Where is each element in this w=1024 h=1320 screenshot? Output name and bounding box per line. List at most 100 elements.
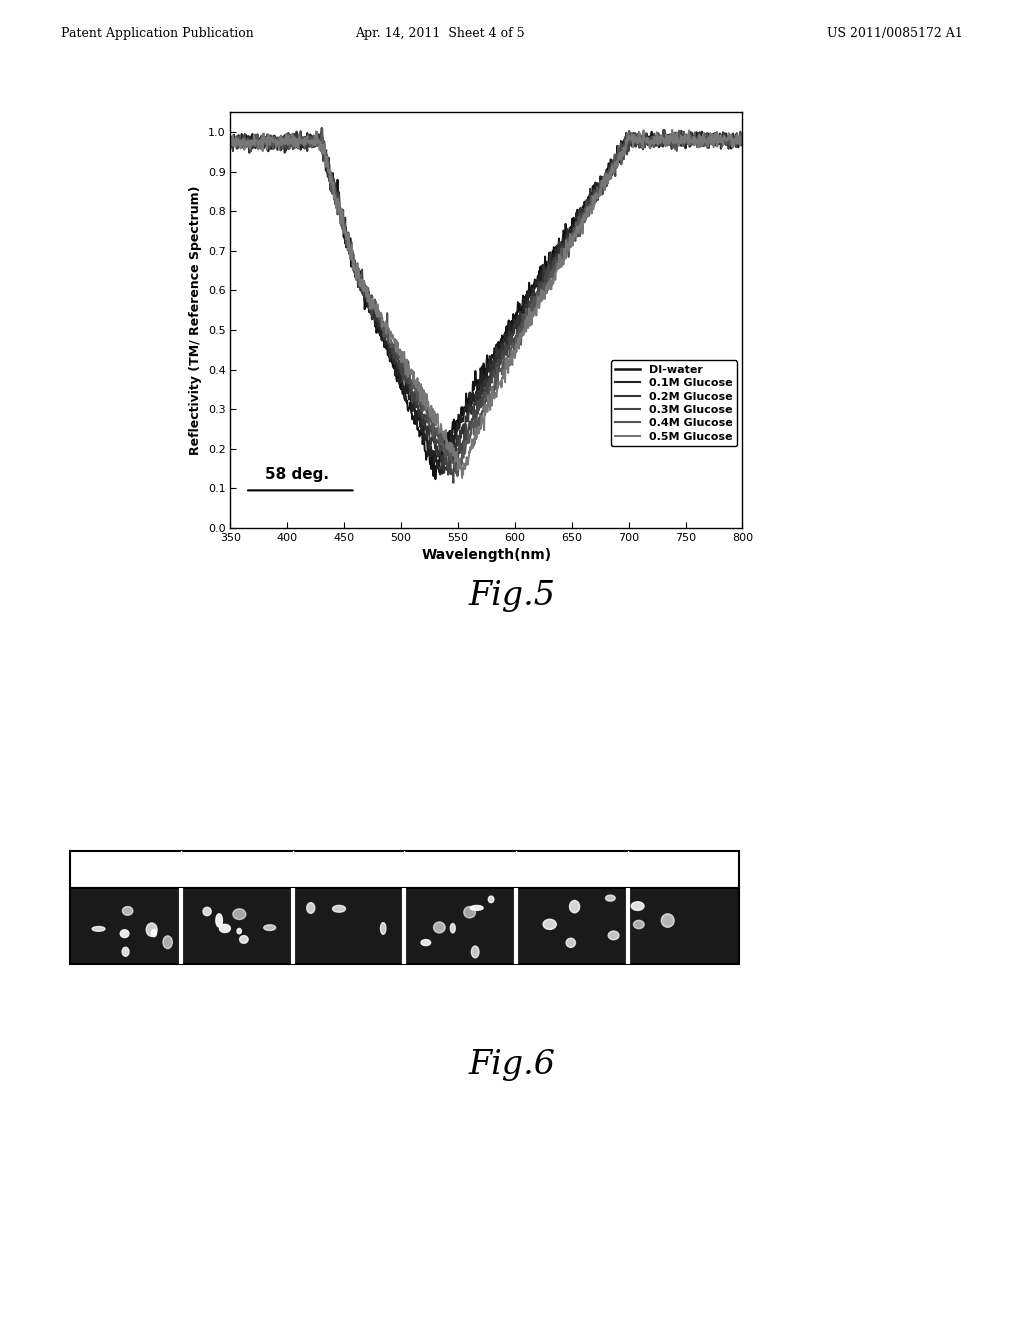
0.1M Glucose — [451, 429, 463, 445]
DI-water — [276, 135, 289, 150]
Ellipse shape — [264, 925, 275, 931]
Ellipse shape — [203, 907, 211, 916]
0.4M Glucose — [736, 129, 749, 145]
0.3M Glucose — [431, 434, 443, 450]
0.4M Glucose — [451, 466, 463, 482]
Text: Patent Application Publication: Patent Application Publication — [61, 26, 254, 40]
0.3M Glucose — [276, 132, 289, 148]
Ellipse shape — [569, 900, 580, 912]
Ellipse shape — [333, 906, 345, 912]
0.4M Glucose — [315, 120, 328, 136]
Text: US 2011/0085172 A1: US 2011/0085172 A1 — [826, 26, 963, 40]
Ellipse shape — [433, 921, 445, 933]
0.2M Glucose — [736, 137, 749, 153]
0.3M Glucose — [736, 137, 749, 153]
Ellipse shape — [451, 924, 456, 933]
0.2M Glucose — [432, 449, 444, 465]
Bar — [70, 888, 181, 964]
Ellipse shape — [470, 906, 483, 911]
Ellipse shape — [146, 923, 157, 936]
0.1M Glucose — [624, 131, 636, 147]
0.4M Glucose — [577, 209, 589, 224]
Text: 0.5M: 0.5M — [668, 863, 699, 876]
DI-water — [316, 120, 329, 136]
0.4M Glucose — [625, 125, 637, 141]
0.4M Glucose — [634, 136, 646, 152]
Ellipse shape — [662, 913, 674, 927]
Text: 0.4M: 0.4M — [556, 863, 588, 876]
0.5M Glucose — [276, 131, 289, 147]
0.1M Glucose — [224, 133, 237, 149]
0.1M Glucose — [736, 133, 749, 149]
DI-water — [451, 422, 463, 438]
0.3M Glucose — [657, 121, 670, 137]
DI-water — [429, 471, 441, 487]
0.5M Glucose — [736, 125, 749, 141]
0.5M Glucose — [577, 226, 589, 242]
Ellipse shape — [240, 936, 248, 944]
0.1M Glucose — [633, 127, 645, 143]
DI-water — [224, 132, 237, 148]
DI-water — [736, 129, 749, 145]
0.2M Glucose — [224, 137, 237, 153]
Ellipse shape — [488, 896, 494, 903]
0.5M Glucose — [450, 451, 462, 467]
Text: DI-water: DI-water — [96, 863, 155, 876]
Text: 0.3M: 0.3M — [444, 863, 476, 876]
Ellipse shape — [543, 919, 556, 929]
0.4M Glucose — [432, 420, 444, 436]
Bar — [181, 888, 293, 964]
DI-water — [577, 198, 589, 214]
0.3M Glucose — [577, 207, 589, 223]
Ellipse shape — [123, 907, 133, 915]
0.5M Glucose — [456, 470, 468, 486]
Text: 0.1M: 0.1M — [221, 863, 253, 876]
0.5M Glucose — [666, 121, 678, 137]
0.5M Glucose — [224, 137, 237, 153]
Text: Fig.6: Fig.6 — [469, 1049, 555, 1081]
Ellipse shape — [566, 939, 575, 948]
0.3M Glucose — [633, 129, 645, 145]
Bar — [628, 888, 739, 964]
0.1M Glucose — [577, 206, 589, 222]
0.2M Glucose — [276, 131, 289, 147]
Line: 0.5M Glucose: 0.5M Glucose — [230, 129, 742, 478]
0.1M Glucose — [434, 466, 446, 482]
Text: Fig.5: Fig.5 — [469, 579, 555, 611]
0.5M Glucose — [633, 132, 645, 148]
Ellipse shape — [464, 907, 475, 917]
Ellipse shape — [163, 936, 172, 949]
Ellipse shape — [152, 929, 157, 937]
Ellipse shape — [237, 928, 242, 933]
Text: 0.2M: 0.2M — [333, 863, 365, 876]
Legend: DI-water, 0.1M Glucose, 0.2M Glucose, 0.3M Glucose, 0.4M Glucose, 0.5M Glucose: DI-water, 0.1M Glucose, 0.2M Glucose, 0.… — [611, 360, 737, 446]
0.3M Glucose — [447, 475, 460, 491]
Ellipse shape — [421, 940, 431, 945]
Ellipse shape — [120, 929, 129, 937]
0.2M Glucose — [442, 467, 455, 483]
Line: 0.3M Glucose: 0.3M Glucose — [230, 129, 742, 483]
Ellipse shape — [605, 895, 615, 902]
0.5M Glucose — [624, 131, 636, 147]
0.5M Glucose — [431, 407, 443, 422]
Ellipse shape — [307, 903, 314, 913]
0.1M Glucose — [695, 124, 708, 140]
DI-water — [625, 137, 637, 153]
DI-water — [634, 132, 646, 148]
Bar — [293, 888, 404, 964]
0.1M Glucose — [431, 461, 443, 477]
0.2M Glucose — [577, 213, 589, 228]
0.2M Glucose — [451, 432, 463, 447]
0.4M Glucose — [224, 132, 237, 148]
0.3M Glucose — [624, 135, 636, 150]
Ellipse shape — [219, 924, 230, 932]
Ellipse shape — [634, 920, 644, 929]
Text: Apr. 14, 2011  Sheet 4 of 5: Apr. 14, 2011 Sheet 4 of 5 — [355, 26, 525, 40]
Line: 0.4M Glucose: 0.4M Glucose — [230, 128, 742, 477]
0.2M Glucose — [634, 139, 646, 154]
0.1M Glucose — [276, 132, 289, 148]
Ellipse shape — [631, 902, 644, 911]
Bar — [70, 888, 739, 964]
Ellipse shape — [92, 927, 104, 931]
Text: 58 deg.: 58 deg. — [264, 467, 329, 483]
